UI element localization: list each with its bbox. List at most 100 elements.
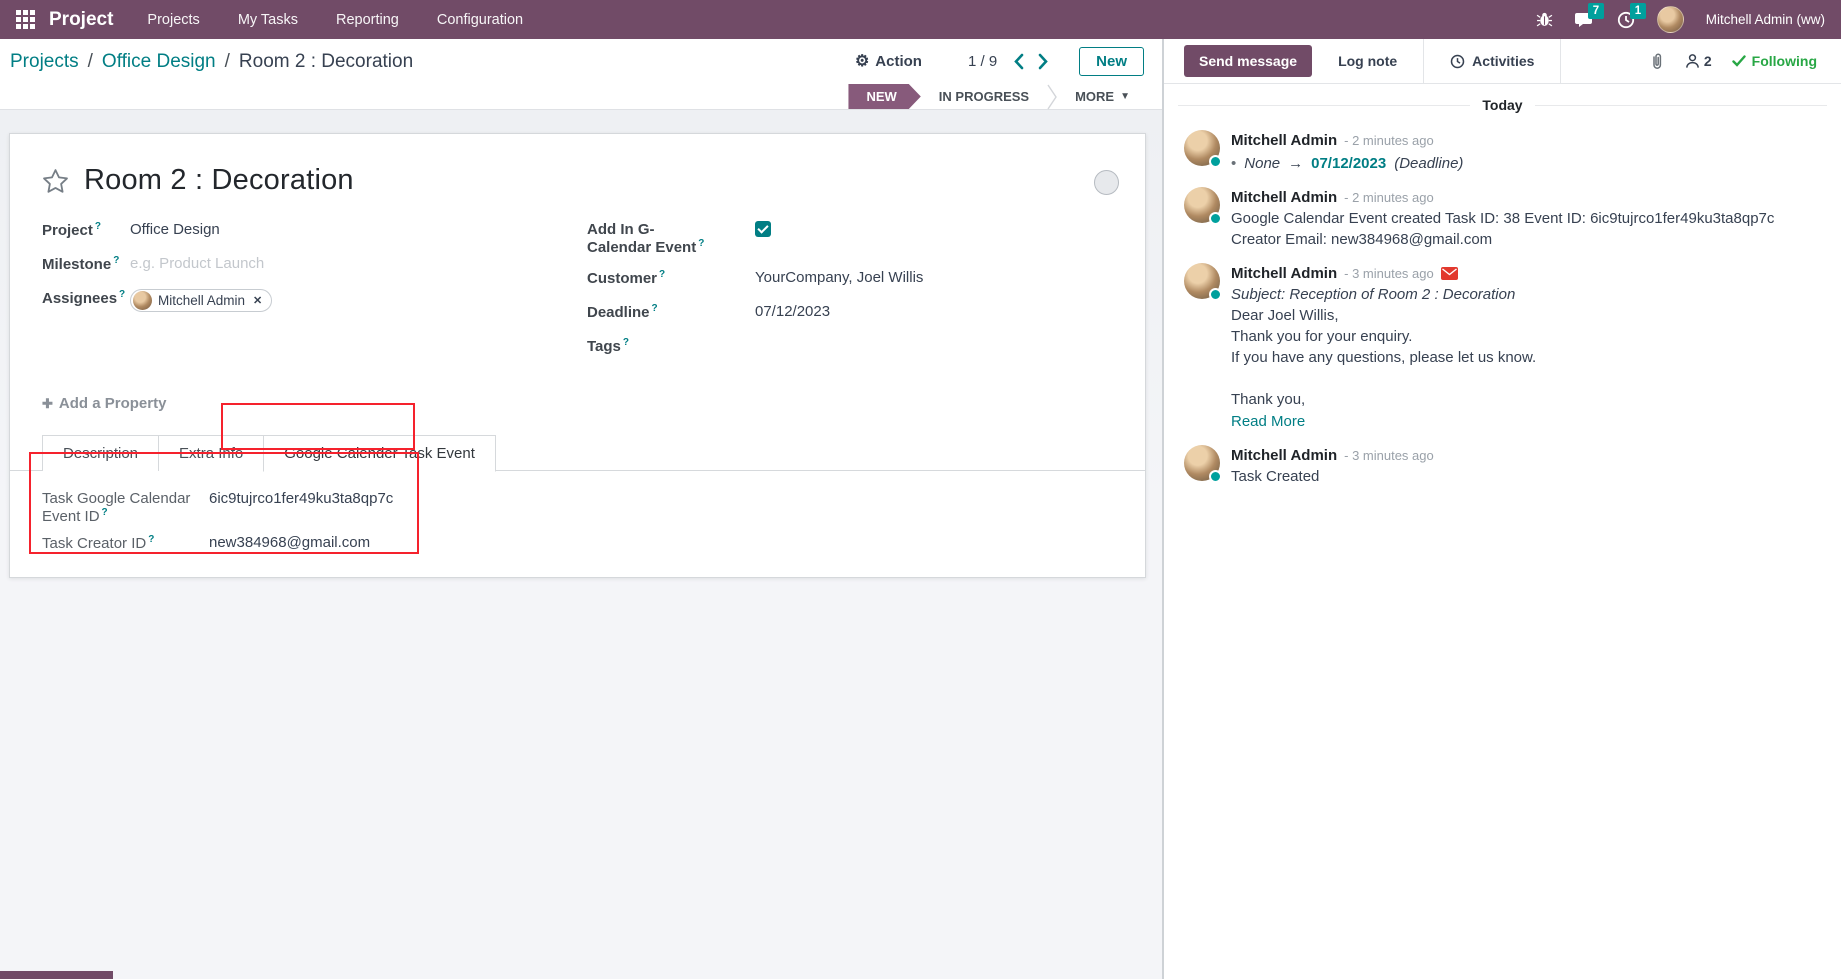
chatter-header-right: 2 Following bbox=[1649, 52, 1841, 70]
field-deadline: Deadline? 07/12/2023 bbox=[587, 303, 1113, 324]
project-value[interactable]: Office Design bbox=[130, 221, 220, 238]
add-property-label: Add a Property bbox=[58, 395, 167, 412]
email-line: Thank you, bbox=[1231, 391, 1306, 408]
pager-prev-icon[interactable] bbox=[1013, 53, 1024, 70]
app-name[interactable]: Project bbox=[49, 8, 114, 30]
deadline-value[interactable]: 07/12/2023 bbox=[755, 303, 831, 320]
breadcrumb-projects[interactable]: Projects bbox=[10, 50, 79, 72]
debug-bug-icon[interactable] bbox=[1536, 11, 1553, 28]
menu-configuration[interactable]: Configuration bbox=[436, 11, 524, 28]
milestone-input[interactable]: e.g. Product Launch bbox=[130, 255, 265, 272]
field-column-right: Add In G-Calendar Event? Customer? YourC… bbox=[587, 221, 1113, 371]
top-menu: Projects My Tasks Reporting Configuratio… bbox=[147, 12, 523, 28]
control-panel-right: ⚙ Action 1 / 9 New bbox=[855, 47, 1144, 76]
attachment-paperclip-icon[interactable] bbox=[1649, 52, 1665, 70]
add-property-button[interactable]: ✚ Add a Property bbox=[42, 395, 166, 412]
activity-clock-icon[interactable]: 1 bbox=[1617, 2, 1647, 29]
form-sheet: Room 2 : Decoration Project? Office Desi… bbox=[10, 134, 1145, 413]
message-author[interactable]: Mitchell Admin bbox=[1231, 132, 1338, 149]
message-author[interactable]: Mitchell Admin bbox=[1231, 189, 1338, 206]
notebook-tabs: Description Extra Info Google Calender T… bbox=[10, 434, 1145, 472]
breadcrumb-current: Room 2 : Decoration bbox=[238, 50, 414, 72]
field-assignees: Assignees? Mitchell Admin ✕ bbox=[42, 289, 587, 312]
message-author[interactable]: Mitchell Admin bbox=[1231, 447, 1338, 464]
assignees-label: Assignees? bbox=[42, 289, 126, 307]
control-panel: Projects / Office Design / Room 2 : Deco… bbox=[0, 39, 1162, 84]
chatter-header: Send message Log note Activities 2 Follo… bbox=[1164, 38, 1841, 84]
date-divider: Today bbox=[1164, 97, 1841, 113]
gcal-checkbox[interactable] bbox=[755, 221, 771, 237]
activities-button[interactable]: Activities bbox=[1423, 38, 1562, 84]
send-message-button[interactable]: Send message bbox=[1184, 45, 1313, 77]
field-milestone: Milestone? e.g. Product Launch bbox=[42, 255, 587, 276]
email-line: Dear Joel Willis, bbox=[1231, 307, 1339, 324]
message-timestamp: - 3 minutes ago bbox=[1344, 266, 1434, 281]
title-row: Room 2 : Decoration bbox=[42, 164, 1113, 197]
apps-grid-icon[interactable] bbox=[16, 10, 35, 29]
field-project: Project? Office Design bbox=[42, 221, 587, 242]
breadcrumb-office-design[interactable]: Office Design bbox=[101, 50, 216, 72]
message-text: Google Calendar Event created Task ID: 3… bbox=[1231, 210, 1775, 248]
pager-next-icon[interactable] bbox=[1038, 53, 1049, 70]
menu-projects[interactable]: Projects bbox=[147, 11, 200, 28]
menu-my-tasks[interactable]: My Tasks bbox=[237, 11, 298, 28]
activity-badge: 1 bbox=[1629, 2, 1647, 19]
kanban-state-icon[interactable] bbox=[1094, 170, 1119, 195]
clock-icon bbox=[1450, 54, 1465, 68]
help-icon: ? bbox=[622, 337, 630, 348]
browser-status-strip bbox=[0, 971, 113, 979]
favorite-star-icon[interactable] bbox=[42, 168, 69, 194]
stage-more-dropdown[interactable]: MORE ▼ bbox=[1057, 84, 1148, 109]
message-email: Mitchell Admin - 3 minutes ago Subject: … bbox=[1184, 263, 1821, 432]
message-author[interactable]: Mitchell Admin bbox=[1231, 265, 1338, 282]
arrow-right-icon: → bbox=[1288, 155, 1304, 172]
form-view-background: Room 2 : Decoration Project? Office Desi… bbox=[0, 110, 1162, 979]
tags-label: Tags? bbox=[587, 337, 630, 355]
task-creator-id-value[interactable]: new384968@gmail.com bbox=[209, 533, 371, 551]
menu-reporting[interactable]: Reporting bbox=[335, 11, 399, 28]
following-button[interactable]: Following bbox=[1731, 53, 1817, 69]
message-timestamp: - 2 minutes ago bbox=[1344, 190, 1434, 205]
caret-down-icon: ▼ bbox=[1120, 91, 1130, 102]
field-gcal: Add In G-Calendar Event? bbox=[587, 221, 1113, 256]
tracking-new-value[interactable]: 07/12/2023 bbox=[1311, 155, 1387, 172]
task-gcal-event-id-value[interactable]: 6ic9tujrco1fer49ku3ta8qp7c bbox=[209, 489, 394, 507]
stage-new[interactable]: NEW bbox=[848, 84, 920, 109]
top-navbar: Project Projects My Tasks Reporting Conf… bbox=[0, 0, 1841, 39]
message-avatar bbox=[1184, 445, 1222, 483]
messages-icon[interactable]: 7 bbox=[1574, 2, 1605, 29]
tab-description[interactable]: Description bbox=[42, 434, 160, 471]
log-note-button[interactable]: Log note bbox=[1338, 53, 1398, 69]
new-button[interactable]: New bbox=[1079, 47, 1144, 76]
user-name[interactable]: Mitchell Admin (ww) bbox=[1705, 12, 1825, 27]
breadcrumb-separator: / bbox=[224, 50, 230, 72]
plus-icon: ✚ bbox=[42, 395, 53, 411]
tab-extra-info[interactable]: Extra Info bbox=[158, 434, 265, 471]
task-creator-id-label: Task Creator ID? bbox=[42, 533, 155, 552]
main-panel: Projects / Office Design / Room 2 : Deco… bbox=[0, 39, 1163, 979]
followers-button[interactable]: 2 bbox=[1685, 53, 1712, 69]
read-more-link[interactable]: Read More bbox=[1231, 413, 1306, 430]
breadcrumb: Projects / Office Design / Room 2 : Deco… bbox=[10, 51, 413, 73]
tracking-old-value: None bbox=[1244, 155, 1281, 172]
project-label: Project? bbox=[42, 221, 101, 239]
user-menu[interactable] bbox=[1656, 6, 1684, 33]
online-status-dot bbox=[1209, 155, 1222, 168]
action-menu-button[interactable]: ⚙ Action bbox=[855, 53, 922, 70]
gcal-label: Add In G-Calendar Event? bbox=[587, 221, 705, 256]
help-icon: ? bbox=[148, 533, 155, 545]
stage-in-progress[interactable]: IN PROGRESS bbox=[938, 89, 1030, 104]
help-icon: ? bbox=[94, 221, 101, 232]
customer-value[interactable]: YourCompany, Joel Willis bbox=[755, 269, 924, 286]
task-title[interactable]: Room 2 : Decoration bbox=[84, 164, 354, 196]
email-envelope-icon[interactable] bbox=[1440, 267, 1458, 280]
message-avatar bbox=[1184, 130, 1222, 168]
breadcrumb-separator: / bbox=[87, 50, 93, 72]
remove-assignee-icon[interactable]: ✕ bbox=[253, 295, 263, 307]
tab-google-calendar-task-event[interactable]: Google Calender Task Event bbox=[263, 434, 496, 472]
assignee-name: Mitchell Admin bbox=[158, 293, 246, 308]
user-avatar bbox=[1656, 6, 1684, 33]
statusbar: NEW IN PROGRESS MORE ▼ bbox=[0, 84, 1162, 110]
assignee-tag[interactable]: Mitchell Admin ✕ bbox=[130, 289, 273, 312]
